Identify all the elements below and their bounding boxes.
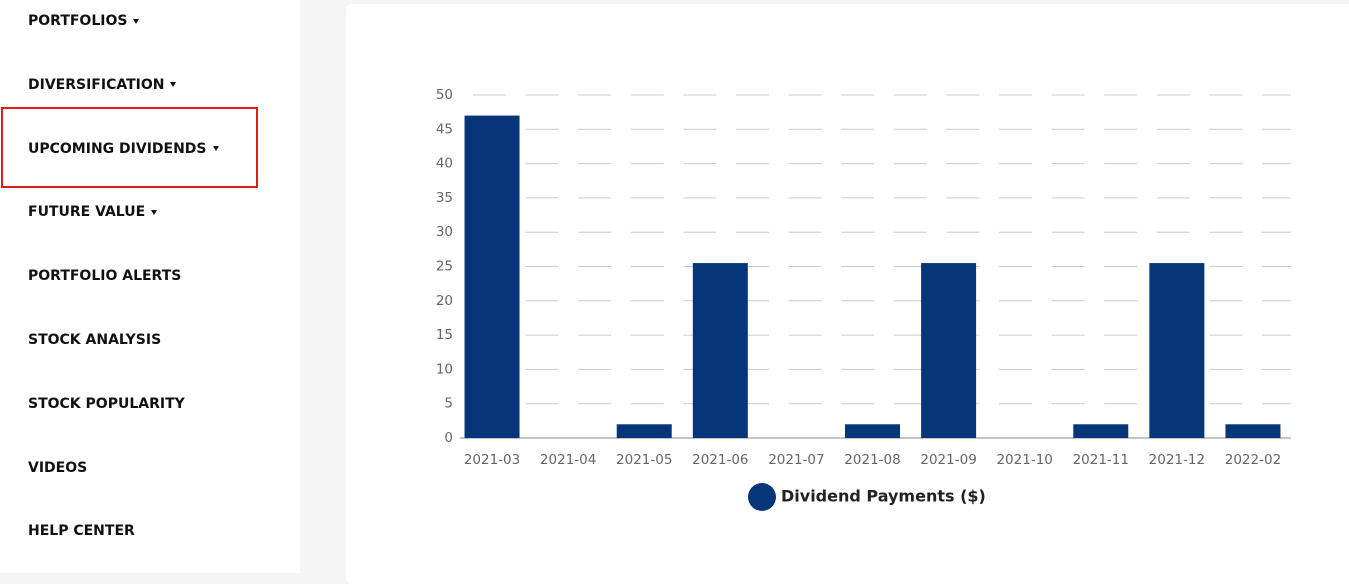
- nav-label: PORTFOLIOS: [28, 13, 128, 29]
- bar: [692, 263, 748, 438]
- bar: [616, 424, 672, 438]
- legend-marker: [748, 483, 776, 511]
- dropdown-arrow: [133, 18, 140, 24]
- nav-label: FUTURE VALUE: [28, 204, 146, 221]
- nav-item[interactable]: HELP CENTER: [28, 522, 135, 540]
- bar: [921, 263, 977, 438]
- x-tick-label: 2021-08: [844, 452, 900, 468]
- x-tick-label: 2021-04: [540, 452, 596, 468]
- bar: [1225, 424, 1281, 438]
- nav-label: STOCK ANALYSIS: [28, 332, 162, 348]
- nav-label: UPCOMING DIVIDENDS: [28, 140, 207, 157]
- bar: [1073, 424, 1129, 438]
- highlight-box: [1, 107, 258, 188]
- nav-item[interactable]: UPCOMING DIVIDENDS: [28, 140, 219, 158]
- dropdown-arrow: [151, 209, 158, 215]
- legend-label: Dividend Payments ($): [781, 487, 986, 506]
- nav-item[interactable]: STOCK POPULARITY: [28, 395, 185, 413]
- dropdown-arrow: [212, 146, 219, 152]
- nav-label: HELP CENTER: [28, 523, 135, 540]
- nav-label: VIDEOS: [28, 459, 88, 476]
- x-tick-label: 2021-11: [1073, 452, 1129, 468]
- y-tick-label: 0: [444, 430, 453, 446]
- y-tick-label: 15: [436, 327, 453, 343]
- y-tick-label: 10: [436, 361, 453, 377]
- nav-item[interactable]: STOCK ANALYSIS: [28, 331, 161, 349]
- x-tick-label: 2021-10: [996, 452, 1052, 468]
- x-tick-label: 2021-09: [920, 452, 976, 468]
- x-tick-label: 2022-02: [1225, 452, 1281, 468]
- nav-label: STOCK POPULARITY: [28, 395, 185, 412]
- bar: [845, 424, 900, 438]
- nav-item[interactable]: PORTFOLIO ALERTS: [28, 267, 181, 285]
- y-tick-label: 35: [436, 190, 453, 206]
- nav-label: DIVERSIFICATION: [28, 76, 165, 93]
- x-tick-label: 2021-07: [768, 452, 824, 468]
- y-tick-label: 50: [436, 87, 453, 103]
- bar: [1149, 263, 1205, 438]
- dropdown-arrow: [170, 82, 177, 88]
- y-tick-label: 25: [436, 259, 453, 275]
- x-tick-label: 2021-05: [616, 452, 672, 468]
- nav-item[interactable]: FUTURE VALUE: [28, 203, 158, 221]
- y-tick-label: 40: [436, 156, 453, 172]
- y-tick-label: 5: [444, 396, 453, 412]
- x-tick-label: 2021-06: [692, 452, 748, 468]
- x-tick-label: 2021-12: [1149, 452, 1205, 468]
- bar: [464, 115, 520, 438]
- sidebar: PORTFOLIOS DIVERSIFICATION UPCOMING DIVIDE…: [0, 0, 300, 573]
- nav-item[interactable]: PORTFOLIOS: [28, 12, 140, 30]
- nav-item[interactable]: DIVERSIFICATION: [28, 76, 177, 94]
- y-tick-label: 30: [436, 224, 453, 240]
- x-tick-label: 2021-03: [464, 452, 520, 468]
- y-tick-label: 20: [436, 293, 453, 309]
- nav-item[interactable]: VIDEOS: [28, 459, 87, 477]
- y-tick-label: 45: [436, 121, 453, 137]
- nav-label: PORTFOLIO ALERTS: [28, 268, 182, 285]
